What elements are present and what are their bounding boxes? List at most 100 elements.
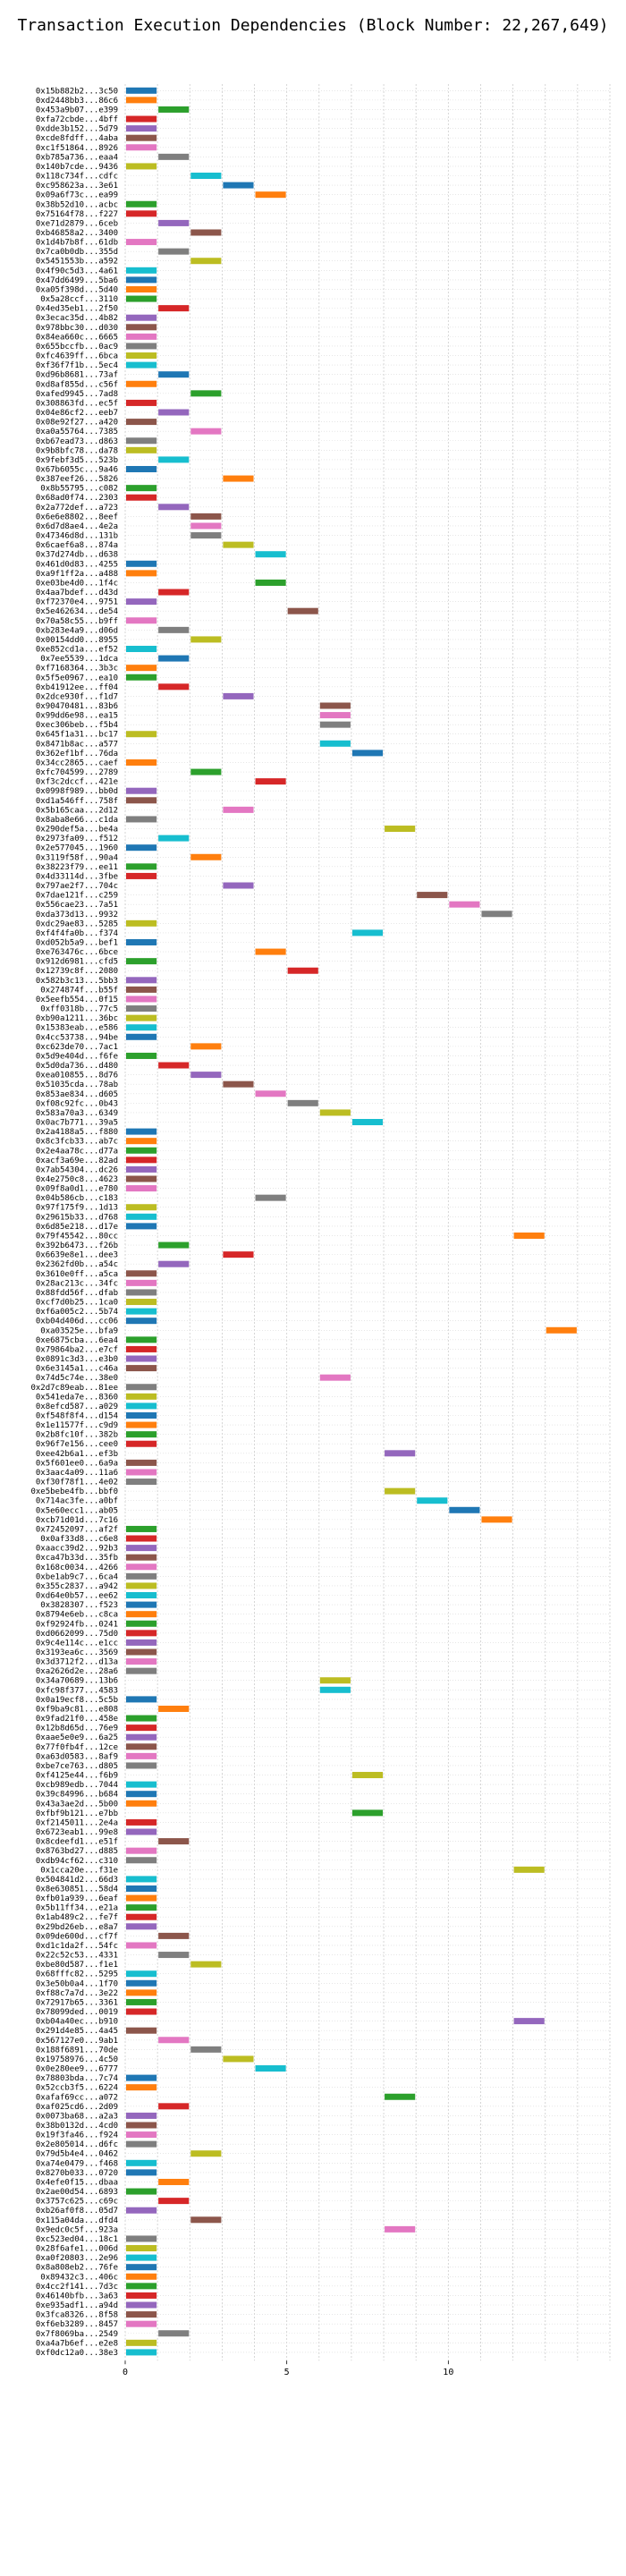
y-tick-label: 0x37d274db...d638: [36, 551, 118, 560]
y-tick-label: 0x8a808eb2...76fe: [36, 2264, 118, 2273]
bar: [158, 1260, 190, 1267]
bar: [158, 683, 190, 691]
bar: [190, 390, 222, 397]
y-tick-label: 0x9edc0c5f...923a: [36, 2225, 118, 2234]
bar: [126, 1970, 157, 1978]
y-tick-label: 0x8efcd587...a029: [36, 1402, 118, 1411]
bar: [126, 2084, 157, 2091]
bar: [223, 182, 254, 189]
y-tick-label: 0x1ab489c2...fe7f: [36, 1913, 118, 1922]
y-tick-label: 0xa0a55764...7385: [36, 428, 118, 436]
y-tick-label: 0xd0662099...75d0: [36, 1630, 118, 1639]
bar: [126, 2339, 157, 2346]
y-tick-label: 0x556cae23...7a51: [36, 901, 118, 910]
y-tick-label: 0x0e280ee9...6777: [36, 2065, 118, 2074]
bar: [158, 2330, 190, 2337]
x-axis: 0 5 10: [123, 2360, 453, 2377]
y-tick-label: 0xfc704599...2789: [36, 768, 118, 777]
y-tick-label: 0x70a58c55...b9ff: [36, 617, 118, 626]
bar: [126, 2320, 157, 2327]
y-tick-label: 0xf6eb3289...8457: [36, 2320, 118, 2329]
y-tick-label: 0x09a6f73c...ea99: [36, 191, 118, 200]
y-tick-label: 0x2e577045...1960: [36, 844, 118, 853]
bar: [126, 1904, 157, 1911]
y-tick-label: 0x6d85e218...d17e: [36, 1223, 118, 1232]
bar: [126, 1033, 157, 1040]
y-tick-label: 0xe71d2879...6ceb: [36, 219, 118, 228]
bar: [126, 1545, 157, 1552]
bar: [126, 617, 157, 624]
y-tick-label: 0x0a19ecf8...5c5b: [36, 1696, 118, 1705]
y-tick-label: 0x78803bda...7c74: [36, 2074, 118, 2083]
y-tick-label: 0x291d4e85...4a45: [36, 2027, 118, 2036]
y-tick-label: 0x47dd6499...5ba6: [36, 276, 118, 285]
y-tick-label: 0x6723eab1...99e8: [36, 1828, 118, 1837]
y-tick-label: 0xf548f8f4...d154: [36, 1411, 118, 1420]
bar: [319, 702, 351, 709]
bar: [126, 1592, 157, 1599]
y-tick-label: 0x2dce930f...f1d7: [36, 692, 118, 701]
y-tick-label: 0xafed9945...7ad8: [36, 390, 118, 399]
y-tick-label: 0x8471b8ac...a577: [36, 740, 118, 749]
bar: [158, 1062, 190, 1069]
bar: [513, 2018, 545, 2025]
y-tick-label: 0xaf025cd6...2d09: [36, 2103, 118, 2112]
y-tick-label: 0x5e60ecc1...ab05: [36, 1506, 118, 1515]
y-tick-label: 0x75164f78...f227: [36, 210, 118, 219]
bar: [126, 1658, 157, 1665]
y-tick-label: 0xe935adf1...a94d: [36, 2301, 118, 2310]
y-tick-label: 0xa2626d2e...28a6: [36, 1667, 118, 1676]
bar: [126, 2254, 157, 2261]
bar: [449, 1506, 480, 1513]
y-tick-label: 0xda373d13...9932: [36, 911, 118, 919]
y-tick-label: 0x68ad0f74...2303: [36, 494, 118, 503]
y-tick-label: 0x567127e0...9ab1: [36, 2037, 118, 2046]
y-tick-label: 0x0af33d8...c6e8: [40, 1535, 118, 1544]
y-tick-label: 0xbe1ab9c7...6ca4: [36, 1572, 118, 1581]
bar: [126, 938, 157, 945]
y-tick-label: 0x52ccb3f5...6224: [36, 2084, 118, 2093]
bar: [126, 1696, 157, 1703]
bar: [126, 267, 157, 274]
bar: [223, 541, 254, 548]
y-tick-label: 0x34a70689...13b6: [36, 1677, 118, 1686]
bar: [158, 626, 190, 633]
y-tick-label: 0x3610e0ff...a5ca: [36, 1270, 118, 1279]
bar: [126, 1421, 157, 1428]
bar: [126, 958, 157, 965]
bar: [126, 1752, 157, 1759]
y-tick-label: 0x74d5c74e...38e0: [36, 1374, 118, 1383]
y-tick-label: 0x3119f58f...90a4: [36, 853, 118, 862]
bar: [319, 1677, 351, 1684]
y-tick-label: 0x09de600d...cf7f: [36, 1932, 118, 1941]
y-tick-label: 0x84ea660c...6665: [36, 333, 118, 342]
bar: [190, 2046, 222, 2053]
bar: [126, 446, 157, 453]
y-tick-label: 0x5b165caa...2d12: [36, 806, 118, 815]
bar: [126, 399, 157, 406]
bar: [513, 1866, 545, 1873]
y-tick-label: 0x4e2750c8...4623: [36, 1175, 118, 1184]
bar: [126, 570, 157, 577]
y-tick-label: 0x7ca0b0db...355d: [36, 248, 118, 257]
y-tick-label: 0x8cdeefd1...e51f: [36, 1838, 118, 1847]
bar: [126, 977, 157, 984]
bar: [126, 1024, 157, 1031]
y-tick-label: 0x140b7cde...9436: [36, 163, 118, 172]
y-tick-label: 0x5eefb554...0f15: [36, 996, 118, 1004]
y-tick-label: 0xdb94cf62...c310: [36, 1857, 118, 1866]
bar: [158, 371, 190, 378]
y-tick-label: 0xcf7d0b25...1ca0: [36, 1299, 118, 1308]
y-tick-label: 0xf92924fb...0241: [36, 1620, 118, 1629]
bar: [126, 1630, 157, 1637]
bar: [126, 1345, 157, 1352]
bar: [126, 1440, 157, 1447]
y-tick-label: 0x2a772def...a723: [36, 504, 118, 513]
bar: [223, 475, 254, 482]
bar: [126, 2074, 157, 2081]
bar: [126, 2140, 157, 2148]
y-tick-label: 0x0073ba68...a2a3: [36, 2112, 118, 2121]
x-tick-label: 5: [284, 2368, 290, 2377]
y-tick-label: 0x3fca8326...8f58: [36, 2311, 118, 2320]
bar: [190, 1961, 222, 1968]
